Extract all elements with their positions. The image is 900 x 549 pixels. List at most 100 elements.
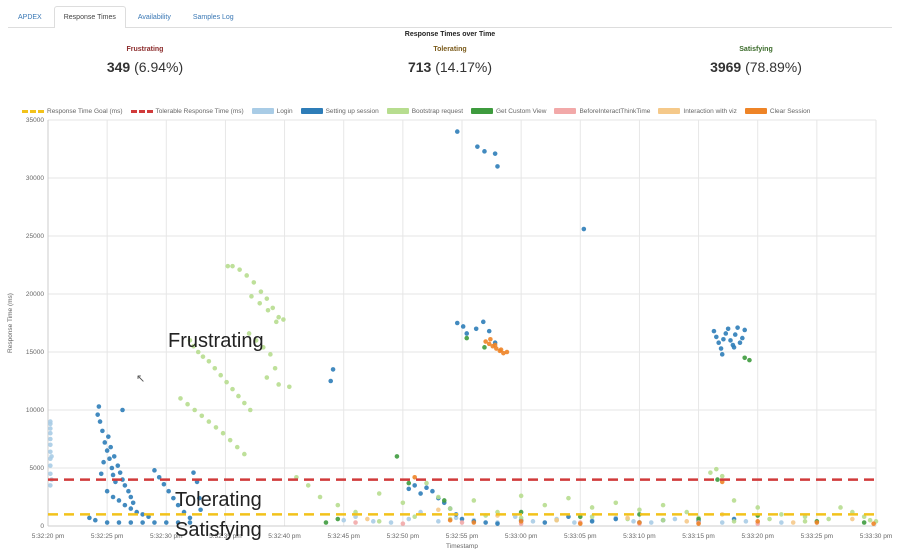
mouse-cursor-icon: ↖ bbox=[136, 373, 146, 385]
legend-item-series[interactable]: Bootstrap request bbox=[386, 107, 463, 115]
data-point bbox=[128, 494, 134, 500]
data-point bbox=[492, 151, 498, 156]
data-point bbox=[48, 419, 53, 424]
data-point bbox=[755, 519, 761, 524]
data-point bbox=[49, 454, 54, 459]
data-point bbox=[257, 300, 263, 306]
data-point bbox=[130, 500, 136, 506]
tolerating-stat: Tolerating 713 (14.17%) bbox=[330, 46, 570, 75]
legend-item-series[interactable]: BeforeInteractThinkTime bbox=[554, 108, 650, 115]
data-point bbox=[276, 314, 281, 320]
x-tick-label: 5:32:45 pm bbox=[327, 533, 360, 540]
legend-item-series[interactable]: Clear Session bbox=[744, 108, 810, 115]
legend-label: Tolerable Response Time (ms) bbox=[155, 107, 244, 115]
data-point bbox=[276, 382, 281, 387]
tab-availability[interactable]: Availability bbox=[137, 14, 171, 21]
tab-samples-log[interactable]: Samples Log bbox=[192, 14, 234, 21]
data-point bbox=[376, 519, 382, 524]
data-point bbox=[93, 517, 98, 523]
data-point bbox=[122, 502, 128, 508]
data-point bbox=[790, 520, 796, 525]
frustrating-pct: (6.94%) bbox=[134, 59, 184, 75]
data-point bbox=[48, 442, 53, 448]
data-point bbox=[731, 345, 737, 350]
data-point bbox=[175, 502, 181, 508]
data-point bbox=[711, 328, 717, 334]
data-point bbox=[735, 325, 740, 330]
x-tick-label: 5:32:30 pm bbox=[150, 533, 183, 540]
legend-item-series[interactable]: Login bbox=[251, 107, 293, 115]
data-point bbox=[140, 512, 145, 517]
satisfying-stat: Satisfying 3969 (78.89%) bbox=[636, 46, 876, 75]
data-point bbox=[264, 375, 270, 380]
legend-swatch bbox=[300, 108, 323, 114]
x-tick-label: 5:32:25 pm bbox=[91, 533, 124, 540]
data-point bbox=[731, 498, 737, 503]
data-point bbox=[107, 456, 112, 462]
y-axis-title: Response Time (ms) bbox=[7, 293, 14, 353]
data-point bbox=[242, 451, 247, 457]
data-point bbox=[212, 365, 218, 371]
data-point bbox=[161, 481, 167, 487]
data-point bbox=[566, 495, 571, 501]
data-point bbox=[251, 280, 257, 285]
data-point bbox=[802, 519, 808, 524]
legend-item-series[interactable]: Interaction with viz bbox=[658, 108, 737, 115]
legend-item-series[interactable]: Setting up session bbox=[300, 108, 379, 115]
data-point bbox=[120, 407, 125, 413]
x-tick-label: 5:32:40 pm bbox=[268, 533, 301, 540]
data-point bbox=[116, 520, 122, 525]
data-point bbox=[111, 454, 117, 459]
x-tick-label: 5:32:50 pm bbox=[387, 533, 420, 540]
data-point bbox=[660, 502, 666, 508]
data-point bbox=[87, 515, 92, 521]
tab-bar: APDEX Response Times Availability Samples L… bbox=[8, 6, 892, 28]
frustrating-stat: Frustrating 349 (6.94%) bbox=[25, 46, 265, 75]
legend-label: Bootstrap request bbox=[411, 107, 463, 115]
frustrating-label: Frustrating bbox=[126, 46, 164, 53]
data-point bbox=[728, 338, 733, 343]
legend-label: Login bbox=[276, 107, 293, 115]
data-point bbox=[126, 488, 131, 494]
satisfying-overlay-label: Satisfying bbox=[175, 519, 262, 541]
data-point bbox=[230, 263, 235, 269]
data-point bbox=[198, 507, 203, 513]
y-tick-label: 5000 bbox=[30, 465, 45, 472]
legend-label: BeforeInteractThinkTime bbox=[579, 107, 651, 115]
data-point bbox=[406, 516, 412, 522]
data-point bbox=[498, 347, 504, 352]
data-point bbox=[400, 500, 406, 506]
data-point bbox=[247, 407, 253, 413]
data-point bbox=[191, 470, 196, 475]
data-point bbox=[370, 519, 376, 524]
legend-item-reference[interactable]: Tolerable Response Time (ms) bbox=[130, 107, 244, 115]
tab-apdex[interactable]: APDEX bbox=[18, 14, 42, 21]
legend-item-series[interactable]: Get Custom View bbox=[471, 108, 546, 115]
data-point bbox=[755, 505, 761, 510]
data-point bbox=[104, 520, 110, 525]
data-point bbox=[779, 520, 784, 525]
data-point bbox=[227, 437, 233, 443]
data-point bbox=[281, 317, 286, 322]
data-point bbox=[589, 505, 595, 510]
data-point bbox=[475, 144, 480, 149]
tab-response-times[interactable]: Response Times bbox=[53, 6, 126, 28]
data-point bbox=[696, 521, 701, 526]
data-point bbox=[684, 509, 690, 515]
data-point bbox=[206, 419, 212, 424]
data-point bbox=[394, 454, 400, 459]
y-tick-label: 25000 bbox=[26, 233, 44, 240]
data-point bbox=[341, 517, 347, 523]
data-point bbox=[265, 307, 271, 313]
data-point bbox=[287, 384, 292, 390]
data-point bbox=[542, 502, 548, 508]
legend-item-reference[interactable]: Response Time Goal (ms) bbox=[22, 108, 123, 115]
data-point bbox=[430, 488, 435, 494]
data-point bbox=[708, 470, 713, 475]
data-point bbox=[199, 413, 205, 419]
legend-swatch bbox=[471, 108, 493, 114]
data-point bbox=[48, 463, 53, 468]
data-point bbox=[459, 520, 465, 525]
data-point bbox=[412, 483, 417, 488]
